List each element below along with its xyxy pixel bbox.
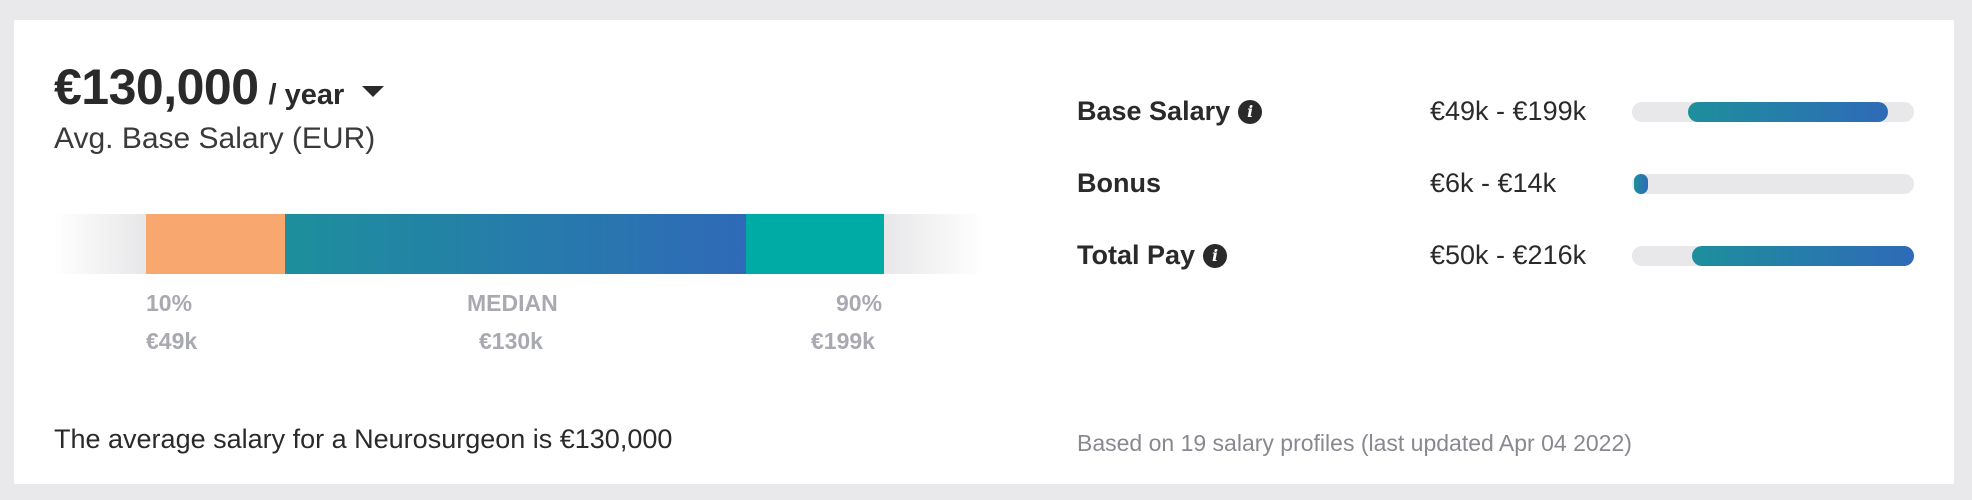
salary-distribution-bar (54, 214, 984, 274)
total-pay-label-text: Total Pay (1077, 240, 1196, 270)
average-salary-sentence: The average salary for a Neurosurgeon is… (54, 424, 673, 454)
distribution-fade-left (54, 214, 146, 274)
total-pay-label: Total Pay i (1077, 240, 1228, 271)
base-salary-range-bar (1632, 102, 1914, 122)
total-pay-range-bar (1632, 246, 1914, 266)
bonus-label: Bonus (1077, 168, 1161, 199)
median-value: €130k (479, 328, 543, 354)
median-label: MEDIAN (467, 290, 558, 316)
bonus-range-fill (1634, 174, 1648, 194)
salary-subtitle: Avg. Base Salary (EUR) (54, 122, 376, 155)
salary-profiles-footnote: Based on 19 salary profiles (last update… (1077, 430, 1632, 456)
p10-label: 10% (146, 290, 193, 316)
salary-summary: €130,000 / year (54, 58, 385, 116)
distribution-segment-high (746, 214, 884, 274)
base-salary-label-text: Base Salary (1077, 96, 1231, 126)
p90-value: €199k (811, 328, 875, 354)
distribution-fade-right (884, 214, 984, 274)
base-salary-range: €49k - €199k (1430, 96, 1587, 126)
bonus-range: €6k - €14k (1430, 168, 1557, 198)
total-pay-range-fill (1692, 246, 1914, 266)
salary-card: €130,000 / year Avg. Base Salary (EUR) 1… (14, 20, 1954, 484)
pay-period-label[interactable]: / year (268, 79, 345, 111)
bonus-range-bar (1632, 174, 1914, 194)
total-pay-range: €50k - €216k (1430, 240, 1587, 270)
base-salary-label: Base Salary i (1077, 96, 1263, 127)
average-salary-amount: €130,000 (54, 59, 259, 115)
distribution-segment-middle (285, 214, 748, 274)
info-icon[interactable]: i (1238, 99, 1263, 124)
p90-label: 90% (836, 290, 883, 316)
distribution-segment-low (146, 214, 285, 274)
base-salary-range-fill (1688, 102, 1888, 122)
info-icon[interactable]: i (1203, 243, 1228, 268)
p10-value: €49k (146, 328, 198, 354)
bonus-label-text: Bonus (1077, 168, 1161, 198)
chevron-down-icon[interactable] (362, 85, 385, 97)
